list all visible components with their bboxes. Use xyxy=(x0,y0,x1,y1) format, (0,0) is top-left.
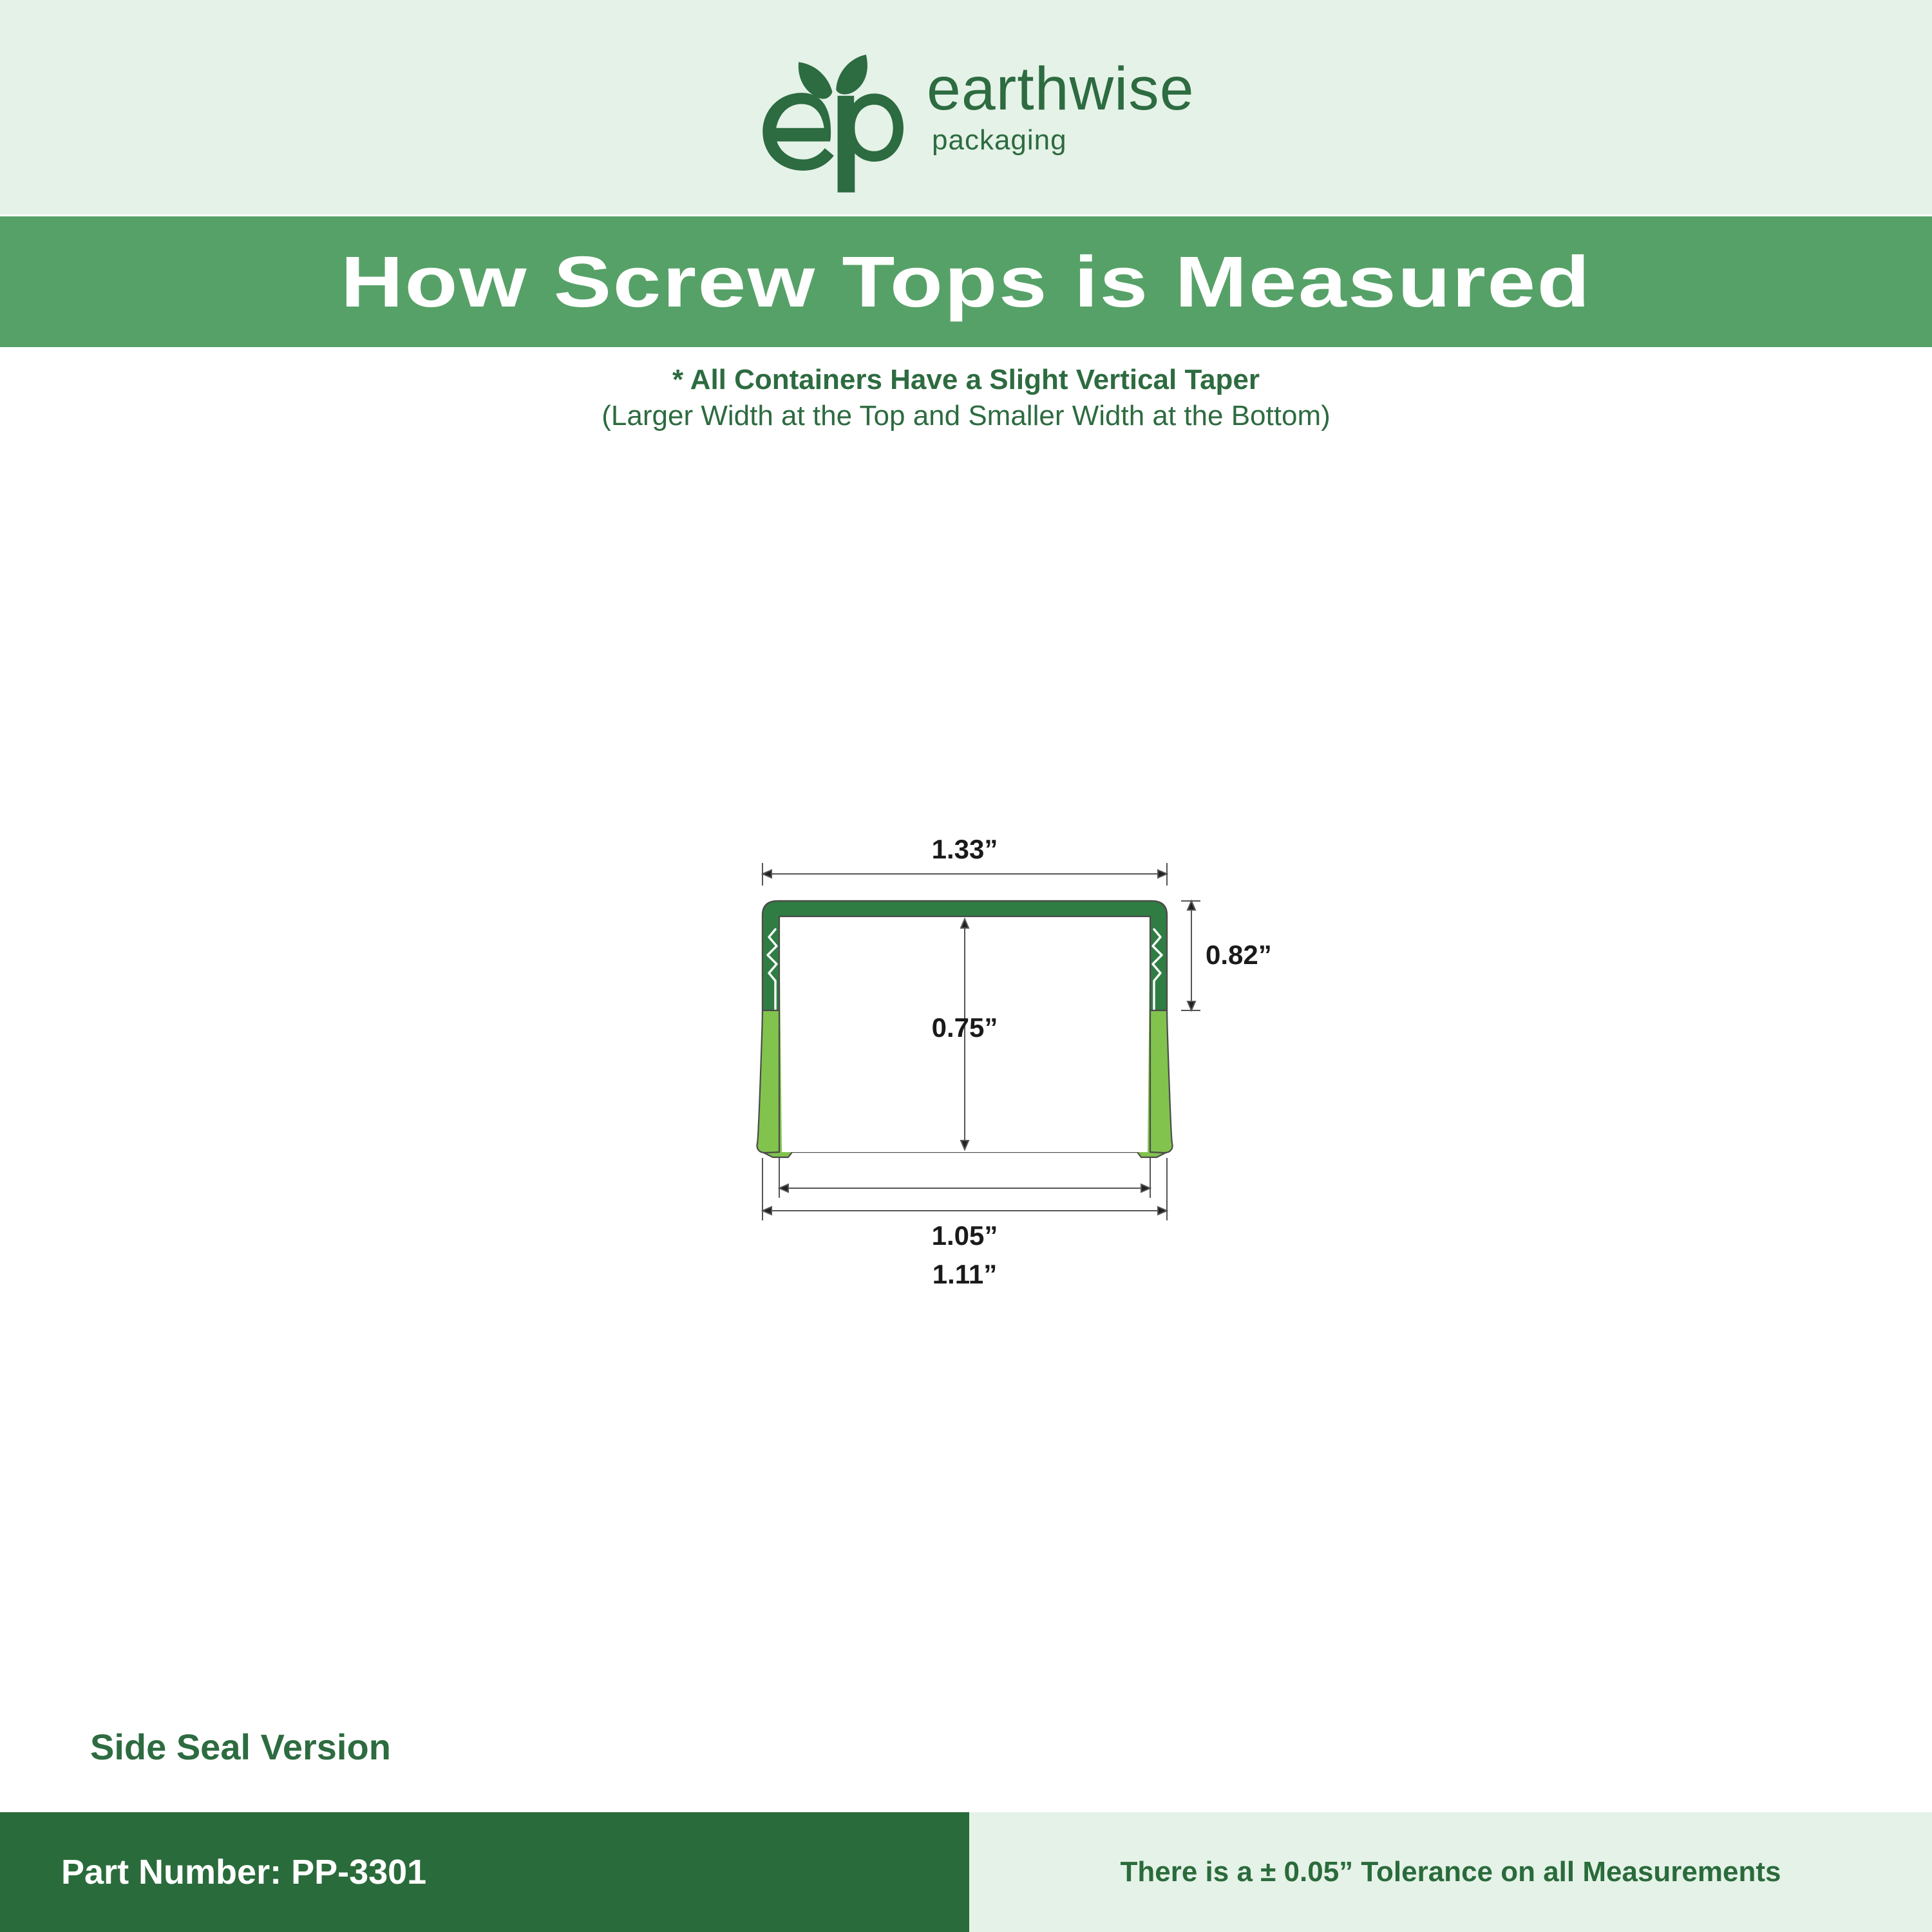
svg-text:0.75”: 0.75” xyxy=(932,1012,998,1043)
svg-text:1.05”: 1.05” xyxy=(932,1220,998,1251)
svg-text:1.11”: 1.11” xyxy=(933,1259,997,1289)
svg-text:1.33”: 1.33” xyxy=(932,834,998,864)
svg-text:0.82”: 0.82” xyxy=(1206,940,1272,970)
